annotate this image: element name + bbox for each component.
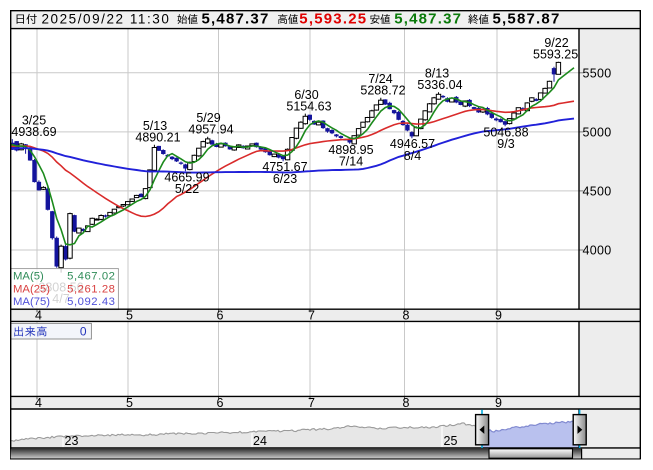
svg-text:7: 7: [308, 308, 315, 322]
svg-text:5500: 5500: [583, 66, 612, 80]
svg-text:6: 6: [217, 308, 224, 322]
svg-text:4500: 4500: [583, 184, 612, 198]
svg-text:5/13: 5/13: [143, 119, 167, 133]
svg-text:5,092.43: 5,092.43: [67, 296, 115, 308]
svg-text:5288.72: 5288.72: [360, 84, 405, 98]
svg-text:4938.69: 4938.69: [11, 125, 56, 139]
svg-text:7/24: 7/24: [368, 72, 392, 86]
svg-text:4890.21: 4890.21: [135, 131, 180, 145]
svg-text:4665.99: 4665.99: [164, 170, 209, 184]
svg-text:9/22: 9/22: [544, 36, 568, 50]
svg-text:4751.67: 4751.67: [262, 160, 307, 174]
svg-text:23: 23: [65, 434, 79, 448]
svg-text:4946.57: 4946.57: [390, 137, 435, 151]
svg-text:25: 25: [444, 434, 458, 448]
svg-text:5/22: 5/22: [175, 182, 199, 196]
svg-text:7/14: 7/14: [339, 154, 363, 168]
svg-text:8/4: 8/4: [404, 149, 421, 163]
svg-text:8: 8: [403, 396, 410, 410]
svg-text:4: 4: [35, 396, 42, 410]
svg-text:6: 6: [217, 396, 224, 410]
svg-text:4898.95: 4898.95: [328, 143, 373, 157]
svg-text:8: 8: [403, 308, 410, 322]
svg-text:0: 0: [80, 325, 87, 339]
svg-text:5000: 5000: [583, 125, 612, 139]
svg-text:5,487.37: 5,487.37: [394, 10, 462, 27]
svg-text:5: 5: [126, 396, 133, 410]
svg-text:8/13: 8/13: [425, 67, 449, 81]
svg-text:5046.88: 5046.88: [483, 125, 528, 139]
svg-text:6/30: 6/30: [294, 88, 318, 102]
svg-text:5/29: 5/29: [196, 111, 220, 125]
svg-text:MA(25): MA(25): [13, 283, 50, 295]
svg-text:9: 9: [495, 308, 502, 322]
svg-text:5,487.37: 5,487.37: [202, 10, 270, 27]
svg-text:9: 9: [495, 396, 502, 410]
svg-text:MA(5): MA(5): [13, 271, 44, 283]
svg-text:7: 7: [308, 396, 315, 410]
svg-text:5154.63: 5154.63: [286, 99, 331, 113]
svg-text:3/25: 3/25: [22, 114, 46, 128]
svg-text:5593.25: 5593.25: [533, 48, 578, 62]
svg-text:5,587.87: 5,587.87: [493, 10, 561, 27]
svg-text:5,261.28: 5,261.28: [67, 283, 115, 295]
svg-text:MA(75): MA(75): [13, 296, 50, 308]
svg-text:5,467.02: 5,467.02: [67, 271, 115, 283]
svg-text:2025/09/22 11:30: 2025/09/22 11:30: [42, 11, 171, 26]
svg-text:4000: 4000: [583, 244, 612, 258]
svg-text:4: 4: [35, 308, 42, 322]
svg-text:5: 5: [126, 308, 133, 322]
svg-text:9/3: 9/3: [497, 137, 514, 151]
svg-text:24: 24: [253, 434, 267, 448]
svg-text:5336.04: 5336.04: [417, 78, 462, 92]
svg-text:4957.94: 4957.94: [188, 123, 233, 137]
svg-text:5,593.25: 5,593.25: [299, 10, 367, 27]
svg-text:6/23: 6/23: [273, 172, 297, 186]
